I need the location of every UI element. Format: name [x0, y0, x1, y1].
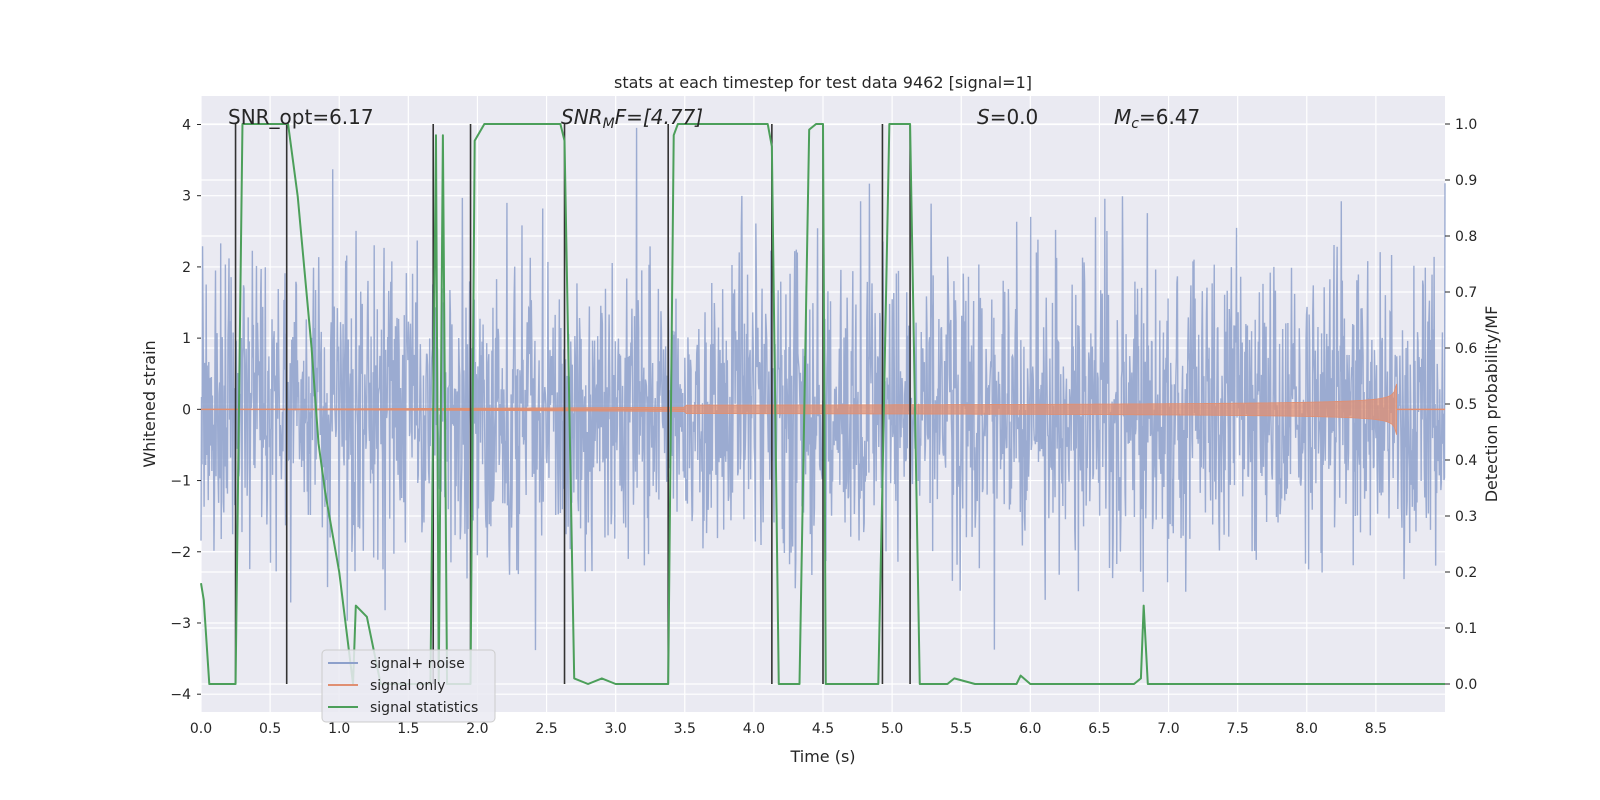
snr-opt-annotation: SNR_opt=6.17: [228, 105, 374, 129]
y-right-tick-label: 0.2: [1455, 565, 1477, 581]
x-tick-label: 5.5: [950, 721, 972, 737]
mc-symbol: M: [1114, 105, 1131, 129]
x-tick-label: 2.0: [466, 721, 488, 737]
y-tick-label: 2: [182, 260, 191, 276]
x-tick-label: 4.0: [743, 721, 765, 737]
y-axis-right-ticks: 1.0 0.9 0.8 0.7 0.6 0.5 0.4 0.3 0.2 0.1 0.0: [1445, 117, 1477, 693]
snr-mf-annotation: SNRMF=[4.77]: [561, 105, 703, 132]
y-right-tick-label: 0.5: [1455, 397, 1477, 413]
x-tick-label: 1.5: [397, 721, 419, 737]
y-axis-right-label: Detection probability/MF: [1482, 306, 1501, 503]
x-tick-label: 6.5: [1088, 721, 1110, 737]
legend-label-stats: signal statistics: [370, 700, 478, 716]
y-axis-label: Whitened strain: [140, 340, 159, 467]
legend: signal+ noise signal only signal statist…: [321, 649, 496, 723]
mc-value: =6.47: [1139, 105, 1200, 129]
signal-only-envelope: [200, 383, 1398, 435]
y-tick-label: 0: [182, 402, 191, 418]
x-tick-label: 3.0: [605, 721, 627, 737]
snr-mf-subscript: M: [603, 116, 615, 132]
y-right-tick-label: 0.4: [1455, 453, 1477, 469]
x-axis-ticks: 0.0 0.5 1.0 1.5 2.0 2.5 3.0 3.5 4.0 4.5 5.0 5.5 6.0 6…: [190, 721, 1387, 737]
y-right-tick-label: 0.0: [1455, 677, 1477, 693]
y-tick-label: 4: [182, 117, 191, 133]
legend-label-noise: signal+ noise: [370, 656, 465, 672]
snr-mf-value: F=[4.77]: [615, 105, 703, 129]
legend-box: [321, 649, 496, 723]
mc-annotation: Mc=6.47: [1114, 105, 1200, 132]
snr-mf-symbol: SNR: [561, 105, 603, 129]
y-tick-label: 3: [182, 189, 191, 205]
x-axis-label: Time (s): [789, 747, 855, 766]
x-tick-label: 7.5: [1227, 721, 1249, 737]
x-tick-label: 5.0: [881, 721, 903, 737]
x-tick-label: 0.5: [259, 721, 281, 737]
y-right-tick-label: 0.1: [1455, 621, 1477, 637]
legend-label-signal: signal only: [370, 678, 445, 694]
x-tick-label: 4.5: [812, 721, 834, 737]
mc-subscript: c: [1131, 116, 1139, 132]
y-tick-label: −3: [170, 616, 191, 632]
y-right-tick-label: 1.0: [1455, 117, 1477, 133]
x-tick-label: 8.5: [1365, 721, 1387, 737]
x-tick-label: 7.0: [1157, 721, 1179, 737]
y-right-tick-label: 0.8: [1455, 229, 1477, 245]
vertical-markers: [234, 124, 911, 684]
y-right-tick-label: 0.3: [1455, 509, 1477, 525]
signal-only-series: [200, 383, 1445, 435]
y-axis-ticks: 4 3 2 1 0 −1 −2 −3 −4: [170, 117, 201, 703]
s-annotation: S=0.0: [977, 105, 1038, 129]
y-tick-label: 1: [182, 331, 191, 347]
s-value: =0.0: [990, 105, 1039, 129]
y-right-tick-label: 0.6: [1455, 341, 1477, 357]
y-right-tick-label: 0.9: [1455, 173, 1477, 189]
x-tick-label: 3.5: [674, 721, 696, 737]
x-tick-label: 1.0: [328, 721, 350, 737]
s-symbol: S: [977, 105, 990, 129]
chart-title: stats at each timestep for test data 946…: [614, 73, 1032, 92]
x-tick-label: 6.0: [1019, 721, 1041, 737]
x-tick-label: 0.0: [190, 721, 212, 737]
y-tick-label: −2: [170, 545, 191, 561]
x-tick-label: 2.5: [535, 721, 557, 737]
y-tick-label: −1: [170, 474, 191, 490]
x-tick-label: 8.0: [1296, 721, 1318, 737]
y-right-tick-label: 0.7: [1455, 285, 1477, 301]
y-tick-label: −4: [170, 687, 191, 703]
